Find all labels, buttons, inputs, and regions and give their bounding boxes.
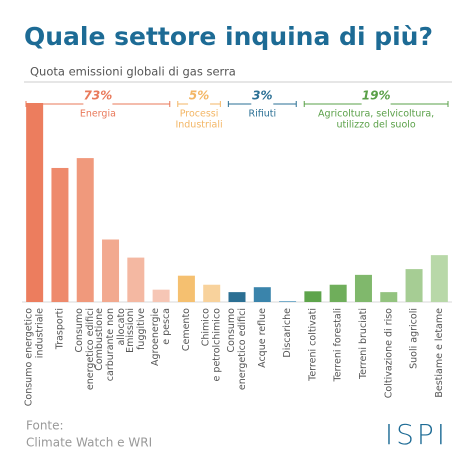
x-tick-label: Bestiame e letame xyxy=(434,308,445,398)
x-tick-label: Consumo xyxy=(74,308,85,353)
group-label-bg xyxy=(188,96,211,110)
group-share: 19% xyxy=(362,89,391,103)
bar xyxy=(177,275,195,302)
source: Fonte: xyxy=(26,419,64,433)
x-tick-label: Chimico xyxy=(201,308,212,346)
x-tick-label: Discariche xyxy=(282,308,293,358)
x-tick-label: Coltivazione di riso xyxy=(383,308,394,398)
group-name: utilizzo del suolo xyxy=(336,120,415,131)
group-name: Processi xyxy=(180,109,219,120)
bar xyxy=(51,167,69,302)
x-tick-label: Terreni bruciati xyxy=(358,308,369,380)
bar xyxy=(228,292,246,302)
group-share: 3% xyxy=(252,89,272,103)
x-tick-label: e pesca xyxy=(161,308,172,345)
bar xyxy=(405,269,423,302)
bar xyxy=(253,287,271,302)
bar xyxy=(203,284,221,302)
bar xyxy=(430,255,448,302)
group-name: Industriali xyxy=(175,120,222,131)
x-tick-label: carburante non xyxy=(105,308,116,381)
bar xyxy=(102,239,120,302)
chart-title: Quale settore inquina di più? xyxy=(24,22,433,51)
group-share: 5% xyxy=(189,89,209,103)
bar xyxy=(329,284,347,302)
bar xyxy=(152,289,170,302)
group-label-bg xyxy=(83,96,113,110)
x-tick-label: allocato xyxy=(116,308,127,346)
group-label-bg xyxy=(251,96,274,110)
x-tick-label: Suoli agricoli xyxy=(409,308,420,369)
bar xyxy=(380,292,398,302)
bar xyxy=(279,301,297,302)
group-share: 73% xyxy=(84,89,113,103)
group-name: Energia xyxy=(80,109,116,120)
x-tick-label: energetico edifici xyxy=(85,308,96,390)
logo: ISPI xyxy=(385,418,448,451)
x-tick-label: Terreni coltivati xyxy=(307,308,318,382)
bar xyxy=(76,158,94,302)
bar xyxy=(26,103,44,302)
group-name: Agricoltura, selvicoltura, xyxy=(318,109,434,120)
x-tick-label: fuggitive xyxy=(136,308,147,350)
x-tick-label: energetico edifici xyxy=(237,308,248,390)
x-tick-label: Cemento xyxy=(181,308,192,351)
x-tick-label: Acque reflue xyxy=(257,308,268,368)
group-label-bg xyxy=(361,96,391,110)
x-tick-label: e petrolchimico xyxy=(212,308,223,382)
chart-subtitle: Quota emissioni globali di gas serra xyxy=(30,65,236,79)
source: Climate Watch e WRI xyxy=(26,436,152,450)
x-tick-label: Trasporti xyxy=(54,308,65,350)
x-tick-label: Terreni forestali xyxy=(333,308,344,382)
x-tick-label: Consumo xyxy=(226,308,237,353)
bar xyxy=(354,274,372,302)
x-tick-label: Agroenergie xyxy=(150,308,161,366)
x-tick-label: Combustione xyxy=(94,308,105,371)
group-name: Rifiuti xyxy=(248,109,276,120)
x-tick-label: industriale xyxy=(35,308,46,358)
x-tick-label: Consumo energetico xyxy=(24,308,35,406)
bar xyxy=(304,291,322,302)
bar xyxy=(127,257,145,302)
x-tick-label: Emissioni xyxy=(125,308,136,353)
